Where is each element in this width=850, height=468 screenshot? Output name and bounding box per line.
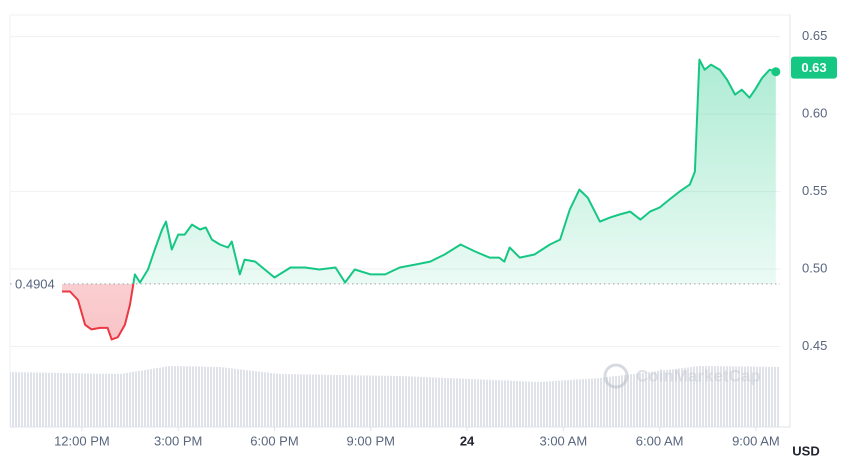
x-tick-label: 9:00 PM xyxy=(347,433,395,448)
y-axis-label: USD xyxy=(792,443,819,458)
reference-label-bg xyxy=(12,274,62,293)
x-tick-label: 24 xyxy=(460,433,475,448)
price-line xyxy=(132,58,777,284)
current-price-label: 0.63 xyxy=(801,60,826,75)
area-above xyxy=(62,59,776,284)
watermark: CoinMarketCap xyxy=(603,363,761,389)
reference-label: 0.4904 xyxy=(15,276,55,291)
x-tick-label: 6:00 PM xyxy=(250,433,298,448)
last-point xyxy=(771,67,781,77)
x-tick-label: 12:00 PM xyxy=(54,433,110,448)
area-below xyxy=(62,283,134,340)
y-tick-label: 0.65 xyxy=(802,28,827,43)
current-price-badge xyxy=(791,56,837,79)
y-tick-label: 0.50 xyxy=(802,260,827,275)
y-tick-label: 0.60 xyxy=(802,106,827,121)
watermark-text: CoinMarketCap xyxy=(636,366,761,385)
y-tick-label: 0.45 xyxy=(802,338,827,353)
x-tick-label: 6:00 AM xyxy=(636,433,684,448)
x-tick-label: 3:00 AM xyxy=(539,433,587,448)
y-tick-label: 0.55 xyxy=(802,183,827,198)
x-tick-label: 9:00 AM xyxy=(732,433,780,448)
volume-bars xyxy=(10,366,780,427)
x-tick-label: 3:00 PM xyxy=(154,433,202,448)
